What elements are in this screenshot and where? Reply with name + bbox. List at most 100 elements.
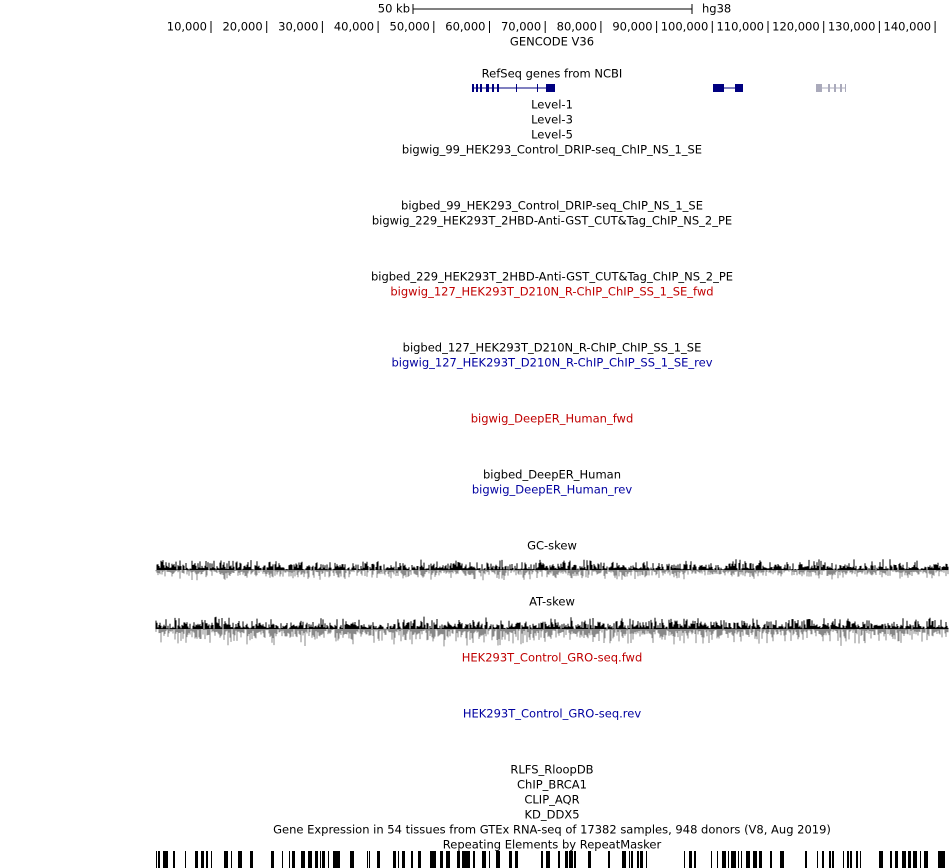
repeat-element bbox=[434, 851, 436, 868]
repeat-element bbox=[913, 851, 917, 868]
ruler-tick-label: 110,000 bbox=[716, 20, 764, 34]
track-label: GENCODE V36 bbox=[510, 35, 594, 49]
repeat-element bbox=[496, 851, 500, 868]
repeat-element bbox=[734, 851, 735, 868]
repeat-element bbox=[163, 851, 166, 868]
repeat-element bbox=[569, 851, 573, 868]
wiggle-negative bbox=[155, 629, 949, 647]
repeat-element bbox=[574, 851, 576, 868]
repeat-element bbox=[320, 851, 321, 868]
repeat-element bbox=[629, 851, 630, 868]
repeat-element bbox=[890, 851, 892, 868]
repeat-element bbox=[895, 851, 898, 868]
ruler-tick-label: 100,000 bbox=[661, 20, 709, 34]
track-label: CLIP_AQR bbox=[524, 793, 579, 807]
repeat-element bbox=[369, 851, 370, 868]
ruler-tick-label: 80,000 bbox=[557, 20, 597, 34]
repeat-element bbox=[637, 851, 639, 868]
repeat-element bbox=[350, 851, 354, 868]
repeat-element bbox=[780, 851, 784, 868]
repeat-element bbox=[546, 851, 550, 868]
repeat-element bbox=[411, 851, 413, 868]
track-label: HEK293T_Control_GRO-seq.rev bbox=[463, 707, 641, 721]
repeat-element bbox=[882, 851, 883, 868]
repeat-element bbox=[902, 851, 906, 868]
repeat-element bbox=[588, 851, 591, 868]
track-label: bigwig_229_HEK293T_2HBD-Anti-GST_CUT&Tag… bbox=[372, 214, 732, 228]
refseq-genes bbox=[472, 84, 846, 92]
repeat-element bbox=[622, 851, 626, 868]
repeat-element bbox=[565, 851, 568, 868]
repeat-element bbox=[315, 851, 318, 868]
track-label: KD_DDX5 bbox=[524, 808, 579, 822]
repeat-element bbox=[402, 851, 405, 868]
repeat-element bbox=[515, 851, 517, 868]
repeat-element bbox=[446, 851, 450, 868]
repeat-element bbox=[282, 851, 283, 868]
repeat-element bbox=[301, 851, 305, 868]
track-label: Level-5 bbox=[531, 128, 573, 142]
repeat-element bbox=[462, 851, 466, 868]
repeat-element bbox=[336, 851, 340, 868]
repeat-element bbox=[843, 851, 844, 868]
repeat-element bbox=[440, 851, 443, 868]
repeat-element bbox=[722, 851, 726, 868]
repeat-element bbox=[746, 851, 750, 868]
ruler-tick-label: 120,000 bbox=[772, 20, 820, 34]
ruler-tick-label: 70,000 bbox=[501, 20, 541, 34]
track-label: Repeating Elements by RepeatMasker bbox=[443, 838, 662, 852]
repeat-element bbox=[466, 851, 468, 868]
repeat-element bbox=[832, 851, 834, 868]
repeat-element bbox=[156, 851, 157, 868]
repeat-element bbox=[646, 851, 647, 868]
track-label: RLFS_RloopDB bbox=[510, 763, 593, 777]
repeat-element bbox=[817, 851, 818, 868]
repeat-element bbox=[694, 851, 696, 868]
repeat-element bbox=[860, 851, 861, 868]
repeat-element bbox=[271, 851, 274, 868]
repeat-element bbox=[457, 851, 460, 868]
repeat-element bbox=[430, 851, 434, 868]
scale-label: 50 kb bbox=[378, 2, 410, 16]
repeat-element bbox=[509, 851, 512, 868]
repeat-element bbox=[640, 851, 643, 868]
repeat-element bbox=[759, 851, 762, 868]
repeat-element bbox=[908, 851, 911, 868]
repeat-element bbox=[684, 851, 685, 868]
repeat-element bbox=[735, 851, 736, 868]
repeat-element bbox=[728, 851, 729, 868]
track-label: AT-skew bbox=[529, 595, 575, 609]
track-label: Level-1 bbox=[531, 98, 573, 112]
gc-skew-wiggle bbox=[155, 559, 949, 581]
track-label: bigwig_127_HEK293T_D210N_R-ChIP_ChIP_SS_… bbox=[390, 285, 713, 299]
repeat-element bbox=[173, 851, 175, 868]
ruler-tick-label: 20,000 bbox=[222, 20, 262, 34]
repeat-element bbox=[418, 851, 421, 868]
repeat-element bbox=[250, 851, 253, 868]
repeat-element bbox=[738, 851, 739, 868]
ruler-tick-label: 30,000 bbox=[278, 20, 318, 34]
repeat-element bbox=[924, 851, 928, 868]
repeat-element bbox=[328, 851, 329, 868]
track-label: bigbed_DeepER_Human bbox=[483, 468, 621, 482]
repeat-element bbox=[805, 851, 807, 868]
track-label: bigwig_127_HEK293T_D210N_R-ChIP_ChIP_SS_… bbox=[391, 356, 712, 370]
track-label: bigwig_DeepER_Human_rev bbox=[472, 483, 633, 497]
track-label: GC-skew bbox=[527, 539, 577, 553]
repeat-element bbox=[224, 851, 228, 868]
track-label: RefSeq genes from NCBI bbox=[482, 67, 623, 81]
repeat-element bbox=[489, 851, 490, 868]
repeat-element bbox=[166, 851, 168, 868]
track-label: ChIP_BRCA1 bbox=[517, 778, 587, 792]
repeat-element bbox=[879, 851, 882, 868]
track-label: bigbed_127_HEK293T_D210N_R-ChIP_ChIP_SS_… bbox=[403, 341, 702, 355]
repeat-element bbox=[292, 851, 295, 868]
repeat-element bbox=[850, 851, 852, 868]
repeat-element bbox=[938, 851, 942, 868]
repeat-element bbox=[468, 851, 470, 868]
repeat-element bbox=[608, 851, 610, 868]
assembly-label: hg38 bbox=[702, 2, 731, 16]
wiggle-positive bbox=[155, 616, 949, 629]
